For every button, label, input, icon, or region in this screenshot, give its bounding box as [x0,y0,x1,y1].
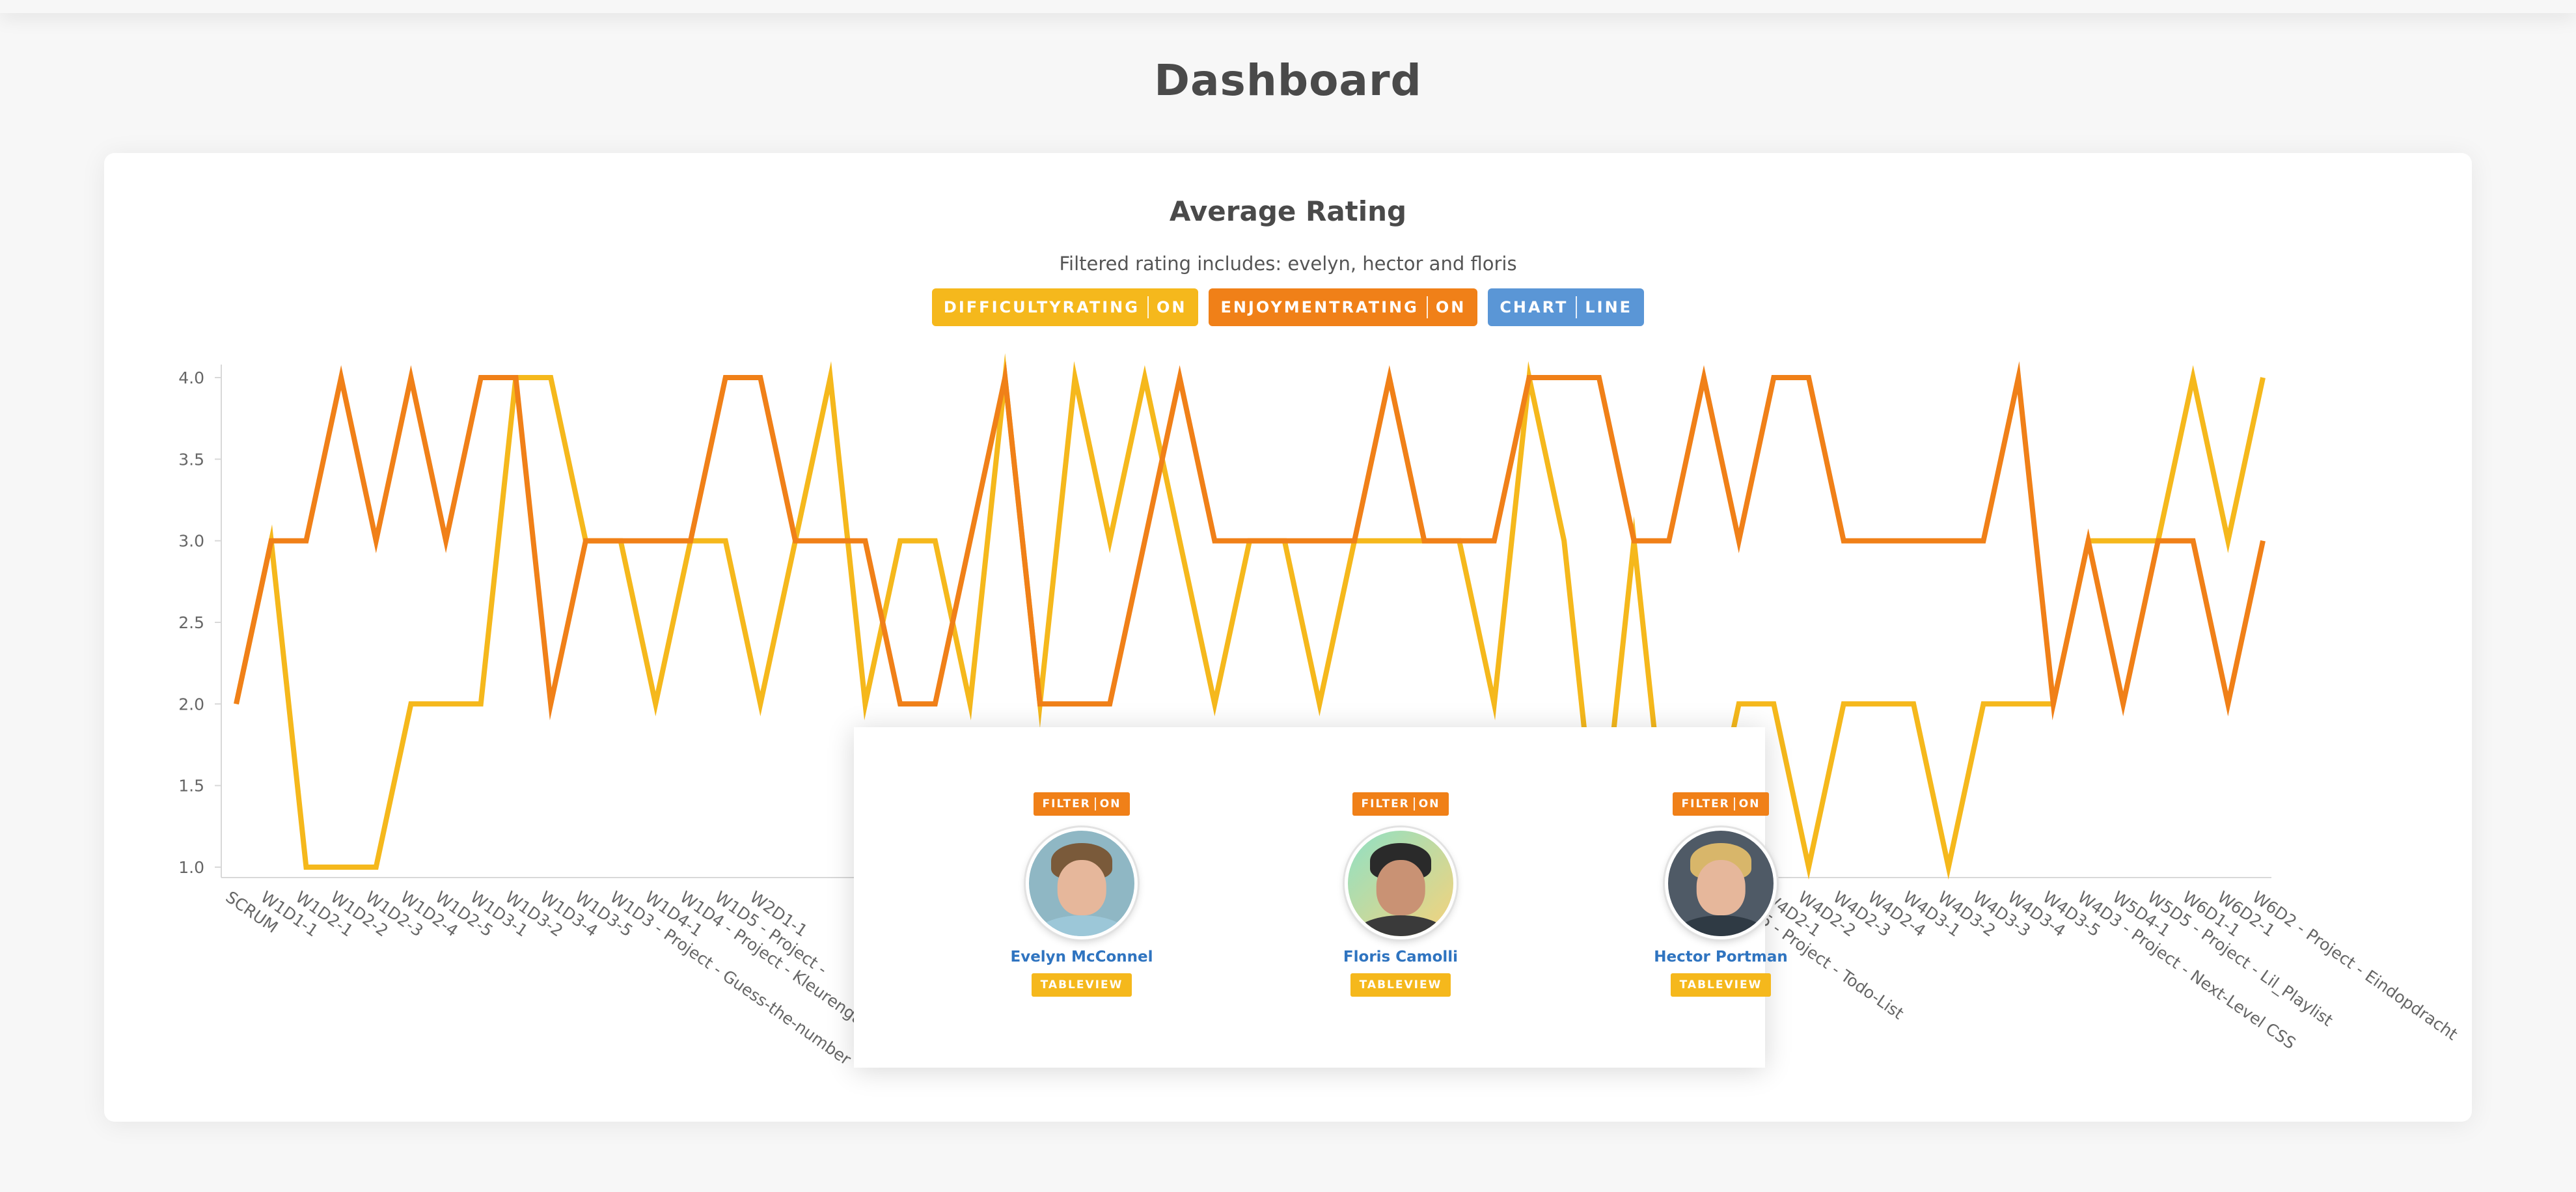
avatar [1345,827,1457,939]
chart-toggles: DIFFICULTYRATING ON ENJOYMENTRATING ON C… [0,288,2576,326]
toggle-chart-state: LINE [1585,298,1633,316]
filter-badge[interactable]: FILTER ON [1672,792,1770,816]
series-line-enjoymentRating [234,361,2266,721]
y-tick-label: 4.0 [178,368,204,387]
tableview-button[interactable]: TABLEVIEW [1031,973,1132,997]
y-tick-label: 2.0 [178,695,204,714]
y-tick-label: 3.5 [178,450,204,469]
page-title: Dashboard [1154,55,1422,105]
toggle-difficulty-rating[interactable]: DIFFICULTYRATING ON [931,288,1199,326]
toggle-difficulty-state: ON [1156,298,1187,316]
y-tick-label: 2.5 [178,613,204,632]
people-popup: FILTER ON Evelyn McConnel TABLEVIEW FILTE… [854,727,1788,1068]
top-bar [0,0,2576,13]
filter-badge[interactable]: FILTER ON [1033,792,1130,816]
x-tick-label: W6D2 - Project - Eindopdracht [2249,887,2461,1044]
person-card-hector: FILTER ON Hector Portman TABLEVIEW [1636,792,1805,997]
y-tick-label: 1.5 [178,777,204,796]
filter-label: FILTER [1042,797,1091,811]
y-tick-label: 1.0 [178,858,204,877]
tableview-button[interactable]: TABLEVIEW [1670,973,1772,997]
avatar [1665,827,1777,939]
avatar [1026,827,1138,939]
filter-badge[interactable]: FILTER ON [1352,792,1449,816]
toggle-chart-label: CHART [1500,298,1569,316]
toggle-enjoyment-state: ON [1435,298,1466,316]
filter-state: ON [1099,797,1121,811]
filter-note: Filtered rating includes: evelyn, hector… [1059,253,1517,275]
toggle-chart-type[interactable]: CHART LINE [1488,288,1645,326]
y-tick-label: 3.0 [178,532,204,551]
chart-title: Average Rating [1169,195,1407,227]
toggle-difficulty-label: DIFFICULTYRATING [943,298,1140,316]
toggle-enjoyment-rating[interactable]: ENJOYMENTRATING ON [1209,288,1478,326]
person-name[interactable]: Hector Portman [1654,949,1788,965]
person-name[interactable]: Floris Camolli [1343,949,1459,965]
filter-label: FILTER [1361,797,1410,811]
person-card-evelyn: FILTER ON Evelyn McConnel TABLEVIEW [997,792,1166,997]
filter-state: ON [1418,797,1440,811]
filter-state: ON [1738,797,1761,811]
filter-label: FILTER [1681,797,1730,811]
tableview-button[interactable]: TABLEVIEW [1350,973,1451,997]
person-name[interactable]: Evelyn McConnel [1010,949,1153,965]
toggle-enjoyment-label: ENJOYMENTRATING [1220,298,1419,316]
person-card-floris: FILTER ON Floris Camolli TABLEVIEW [1316,792,1485,997]
